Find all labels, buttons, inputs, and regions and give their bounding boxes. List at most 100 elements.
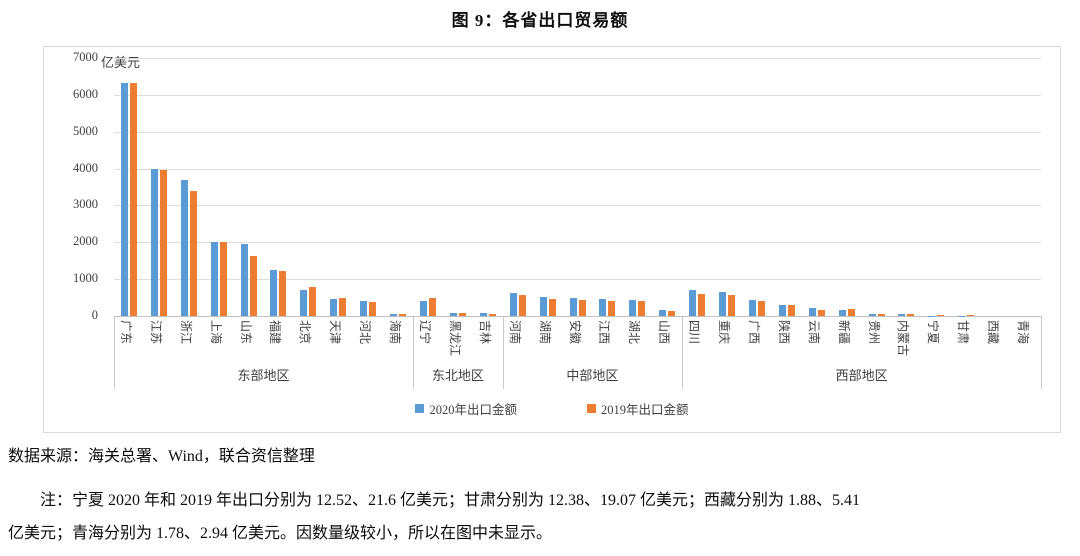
x-label-text-宁夏: 宁夏: [926, 320, 941, 345]
bar-2020-新疆: [838, 309, 846, 316]
legend-swatch-2019: [587, 404, 596, 413]
region-label-东北地区: 东北地区: [431, 368, 484, 383]
bar-2020-浙江: [180, 180, 188, 316]
bar-2019-广东: [129, 82, 137, 316]
bar-2020-山西: [659, 310, 667, 316]
x-label-text-海南: 海南: [388, 320, 403, 345]
bar-2019-湖南: [548, 299, 556, 316]
bar-2019-天津: [339, 298, 347, 316]
x-label-text-甘肃: 甘肃: [956, 320, 971, 345]
bar-2019-吉林: [488, 313, 496, 316]
bar-2019-宁夏: [937, 315, 945, 316]
x-label-text-云南: 云南: [806, 320, 821, 345]
bar-2020-江西: [599, 299, 607, 316]
x-label-青海: 青海: [1016, 320, 1056, 344]
bar-2020-河北: [360, 301, 368, 316]
x-label-text-四川: 四川: [687, 320, 702, 345]
bar-2019-江西: [608, 301, 616, 316]
bar-2019-河北: [369, 301, 377, 316]
x-label-text-内蒙古: 内蒙古: [896, 320, 911, 357]
bar-2020-海南: [390, 313, 398, 316]
bar-2019-江苏: [159, 170, 167, 316]
x-label-text-广西: 广西: [746, 320, 761, 345]
bar-2020-福建: [270, 269, 278, 316]
x-label-text-重庆: 重庆: [717, 320, 732, 345]
y-axis-tick-1000: 1000: [73, 271, 98, 286]
x-label-text-广东: 广东: [118, 320, 133, 345]
x-label-text-山西: 山西: [657, 320, 672, 345]
x-label-text-湖南: 湖南: [537, 320, 552, 345]
bar-2020-吉林: [479, 313, 487, 316]
y-axis-tick-4000: 4000: [73, 160, 98, 175]
bar-2019-新疆: [847, 309, 855, 316]
region-label-西部地区: 西部地区: [835, 368, 888, 383]
bar-2019-重庆: [728, 294, 736, 316]
bar-2019-浙江: [189, 191, 197, 316]
axis-group-separator: [1041, 316, 1042, 389]
legend-swatch-2020: [415, 404, 425, 413]
bar-2020-山东: [240, 244, 248, 316]
x-label-text-吉林: 吉林: [477, 320, 492, 345]
bar-2019-四川: [698, 294, 706, 316]
bar-2020-四川: [689, 290, 697, 316]
bar-2020-陕西: [778, 304, 786, 316]
legend-label-2019: 2019年出口金额: [601, 403, 689, 417]
bar-2019-河南: [518, 294, 526, 316]
x-label-text-辽宁: 辽宁: [417, 320, 432, 345]
bar-2020-湖北: [629, 300, 637, 316]
y-axis-tick-5000: 5000: [73, 123, 98, 138]
gridline-1000: [114, 279, 1041, 281]
bar-2019-北京: [309, 287, 317, 316]
region-label-东部地区: 东部地区: [237, 368, 290, 383]
y-axis-unit-label: 亿美元: [101, 55, 141, 70]
gridline-5000: [114, 131, 1041, 133]
bar-2019-山东: [249, 255, 257, 316]
bar-2019-甘肃: [967, 315, 975, 316]
bar-2019-广西: [757, 300, 765, 316]
y-axis-tick-0: 0: [91, 308, 98, 322]
bar-2019-辽宁: [428, 297, 436, 316]
bar-2020-北京: [300, 290, 308, 316]
export-chart: 亿美元 0 1000 2000 3000 4000 5000 6000 7000 广东 江苏 浙江上…: [43, 46, 1061, 433]
figure-title: 图 9：各省出口贸易额: [451, 11, 629, 30]
y-axis-tick-6000: 6000: [73, 86, 98, 101]
axis-group-separator: [114, 316, 115, 389]
axis-group-separator: [502, 316, 504, 389]
x-label-text-山东: 山东: [238, 320, 253, 345]
legend-item-2019: 2019年出口金额: [587, 399, 689, 418]
axis-group-separator: [682, 316, 684, 389]
x-label-text-湖北: 湖北: [627, 320, 642, 345]
x-label-text-陕西: 陕西: [776, 320, 791, 345]
bar-2020-广东: [120, 83, 128, 316]
y-axis-tick-7000: 7000: [73, 50, 98, 64]
bar-2020-贵州: [868, 313, 876, 316]
x-label-text-河北: 河北: [358, 320, 373, 345]
x-label-text-江苏: 江苏: [148, 320, 163, 345]
gridline-2000: [114, 242, 1041, 244]
gridline-4000: [114, 168, 1041, 170]
bar-2019-福建: [279, 270, 287, 316]
legend-label-2020: 2020年出口金额: [429, 403, 517, 417]
chart-legend: 2020年出口金额 2019年出口金额: [44, 399, 1060, 418]
y-axis-tick-2000: 2000: [73, 234, 98, 249]
x-axis-line: [114, 316, 1041, 317]
bar-2020-重庆: [719, 292, 727, 316]
bar-2019-山西: [668, 311, 676, 316]
bar-2020-黑龙江: [449, 312, 457, 316]
x-label-text-河南: 河南: [507, 320, 522, 345]
bar-2019-湖北: [638, 301, 646, 316]
y-axis-tick-3000: 3000: [73, 197, 98, 212]
note-line-2: 亿美元；青海分别为 1.78、2.94 亿美元。因数量级较小，所以在图中未显示。: [8, 525, 553, 542]
bar-2019-陕西: [787, 305, 795, 316]
x-label-text-西藏: 西藏: [986, 320, 1001, 345]
x-label-text-青海: 青海: [1016, 320, 1031, 345]
bar-2020-江苏: [150, 168, 158, 316]
note-line-1: 注：宁夏 2020 年和 2019 年出口分别为 12.52、21.6 亿美元；…: [40, 492, 861, 509]
x-label-text-黑龙江: 黑龙江: [447, 320, 462, 357]
x-label-text-安徽: 安徽: [567, 320, 582, 345]
x-label-text-贵州: 贵州: [866, 320, 881, 345]
x-label-text-浙江: 浙江: [178, 320, 193, 345]
bar-2020-云南: [808, 307, 816, 316]
axis-group-separator: [413, 316, 415, 389]
bar-2019-内蒙古: [907, 314, 915, 316]
